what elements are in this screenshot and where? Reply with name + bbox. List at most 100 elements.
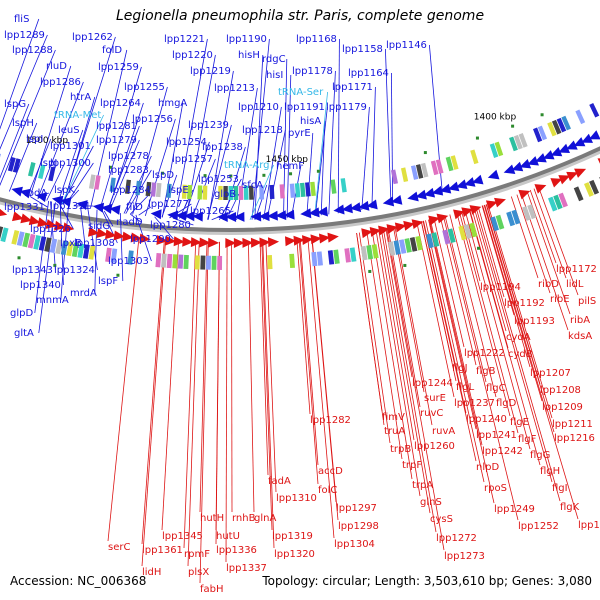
forward-gene-label[interactable]: gloB: [214, 189, 236, 200]
reverse-gene-label[interactable]: nlpD: [476, 462, 499, 473]
reverse-gene-label[interactable]: kdsA: [568, 331, 592, 342]
forward-gene-label[interactable]: lpp1265: [190, 206, 231, 217]
forward-gene-label[interactable]: lpp1221: [164, 34, 205, 45]
reverse-gene-label[interactable]: pilS: [578, 296, 596, 307]
reverse-gene-label[interactable]: plsX: [188, 567, 209, 578]
forward-gene-label[interactable]: lpp1254: [166, 137, 207, 148]
forward-gene-label[interactable]: lpp1171: [332, 82, 373, 93]
forward-gene-label[interactable]: lpp1259: [98, 62, 139, 73]
forward-gene-label[interactable]: lpp1191: [284, 102, 325, 113]
reverse-gene-label[interactable]: lpp1336: [216, 545, 257, 556]
forward-gene-label[interactable]: lpp1253: [198, 174, 239, 185]
reverse-gene-label[interactable]: flgK: [560, 502, 580, 513]
forward-gene-label[interactable]: htrA: [70, 92, 91, 103]
forward-gene-label[interactable]: lpp1279: [96, 135, 137, 146]
forward-gene-label[interactable]: lpp1257: [172, 154, 213, 165]
forward-gene-label[interactable]: lpp1284: [110, 185, 151, 196]
forward-gene-label[interactable]: lpp1303: [108, 256, 149, 267]
forward-gene-label[interactable]: lspH: [12, 118, 34, 129]
reverse-gene-label[interactable]: lpp1319: [272, 531, 313, 542]
reverse-gene-label[interactable]: flgD: [496, 398, 517, 409]
reverse-gene-label[interactable]: lpp1252: [518, 521, 559, 532]
forward-gene-label[interactable]: lpp1343: [12, 265, 53, 276]
forward-gene-label[interactable]: rluD: [46, 61, 67, 72]
reverse-gene-label[interactable]: hutH: [200, 513, 224, 524]
forward-gene-label[interactable]: sidG: [88, 221, 110, 232]
forward-gene-label[interactable]: hisA: [300, 116, 321, 127]
reverse-gene-label[interactable]: lpp1272: [436, 533, 477, 544]
reverse-gene-label[interactable]: lpp1237: [454, 398, 495, 409]
forward-gene-label[interactable]: sfcA: [242, 180, 263, 191]
reverse-gene-label[interactable]: lpp1240: [466, 414, 507, 425]
forward-gene-label[interactable]: glpD: [10, 308, 33, 319]
reverse-gene-label[interactable]: lpp1241: [476, 430, 517, 441]
forward-gene-label[interactable]: lpp1326: [30, 224, 71, 235]
reverse-gene-label[interactable]: ruvA: [432, 426, 455, 437]
reverse-gene-label[interactable]: lpp1337: [226, 563, 267, 574]
reverse-gene-label[interactable]: lpp1244: [412, 378, 453, 389]
forward-gene-label[interactable]: lpp1290: [130, 234, 171, 245]
reverse-gene-label[interactable]: ribD: [538, 279, 559, 290]
reverse-gene-label[interactable]: lpp1260: [414, 441, 455, 452]
reverse-gene-label[interactable]: lpp1193: [514, 316, 555, 327]
reverse-gene-label[interactable]: cydB: [508, 349, 533, 360]
reverse-gene-label[interactable]: flgC: [486, 383, 506, 394]
reverse-gene-label[interactable]: lpp1282: [310, 415, 351, 426]
reverse-gene-label[interactable]: flgL: [456, 382, 475, 393]
reverse-gene-label[interactable]: cysS: [430, 514, 453, 525]
reverse-gene-label[interactable]: lidL: [566, 279, 584, 290]
forward-gene-label[interactable]: lpp1264: [100, 98, 141, 109]
forward-gene-label[interactable]: lpp1190: [226, 34, 267, 45]
forward-gene-label[interactable]: lspG: [4, 99, 26, 110]
reverse-gene-label[interactable]: ribE: [550, 294, 570, 305]
reverse-gene-label[interactable]: truA: [384, 426, 405, 437]
forward-gene-label[interactable]: lpp1278: [108, 151, 149, 162]
forward-gene-label[interactable]: fliS: [14, 14, 29, 25]
forward-gene-label[interactable]: hemF: [276, 161, 304, 172]
forward-gene-label[interactable]: lpxB: [60, 238, 82, 249]
forward-gene-label[interactable]: lpp1210: [238, 102, 279, 113]
reverse-gene-label[interactable]: lpp1216: [554, 433, 595, 444]
reverse-gene-label[interactable]: glnS: [420, 497, 442, 508]
forward-gene-label[interactable]: lpp1219: [190, 66, 231, 77]
reverse-gene-label[interactable]: trpB: [390, 444, 411, 455]
reverse-gene-label[interactable]: accD: [318, 466, 343, 477]
reverse-gene-label[interactable]: lpp1211: [552, 419, 593, 430]
forward-gene-label[interactable]: lpp1255: [124, 82, 165, 93]
reverse-gene-label[interactable]: rpoS: [484, 483, 507, 494]
reverse-gene-label[interactable]: trpA: [412, 480, 433, 491]
reverse-gene-label[interactable]: rnhB: [232, 513, 256, 524]
reverse-gene-label[interactable]: lidH: [142, 567, 161, 578]
forward-gene-label[interactable]: leuS: [58, 125, 80, 136]
forward-gene-label[interactable]: lpp1164: [348, 68, 389, 79]
reverse-gene-label[interactable]: folC: [318, 485, 337, 496]
reverse-gene-label[interactable]: hutU: [216, 531, 240, 542]
forward-gene-label[interactable]: pyrE: [288, 128, 311, 139]
reverse-gene-label[interactable]: lpp1273: [444, 551, 485, 562]
forward-gene-label[interactable]: lspD: [152, 170, 174, 181]
trna-gene-label[interactable]: tRNA-Ser: [278, 87, 324, 98]
reverse-gene-label[interactable]: ruvC: [420, 408, 443, 419]
reverse-gene-label[interactable]: flgE: [510, 417, 529, 428]
reverse-gene-label[interactable]: lpp1242: [482, 446, 523, 457]
reverse-gene-label[interactable]: surE: [424, 393, 446, 404]
forward-gene-label[interactable]: lpp1288: [12, 45, 53, 56]
reverse-gene-label[interactable]: flgB: [476, 366, 496, 377]
forward-gene-label[interactable]: gltA: [14, 328, 34, 339]
forward-gene-label[interactable]: hisI: [266, 70, 283, 81]
forward-gene-label[interactable]: fliD: [126, 202, 143, 213]
reverse-gene-label[interactable]: flgJ: [452, 363, 468, 374]
forward-gene-label[interactable]: lpp1283: [108, 165, 149, 176]
reverse-gene-label[interactable]: flgF: [518, 434, 537, 445]
forward-gene-label[interactable]: lpp1340: [20, 280, 61, 291]
reverse-gene-label[interactable]: lpp1236: [578, 520, 600, 531]
reverse-gene-label[interactable]: lpp1345: [162, 531, 203, 542]
reverse-gene-label[interactable]: fimV: [382, 412, 405, 423]
forward-gene-label[interactable]: lpp1300: [50, 158, 91, 169]
forward-gene-label[interactable]: lpp1286: [40, 77, 81, 88]
forward-gene-label[interactable]: lpp1289: [4, 30, 45, 41]
trna-gene-label[interactable]: tRNA-Met: [54, 110, 101, 121]
forward-gene-label[interactable]: lpp1280: [150, 220, 191, 231]
reverse-gene-label[interactable]: lpp1310: [276, 493, 317, 504]
